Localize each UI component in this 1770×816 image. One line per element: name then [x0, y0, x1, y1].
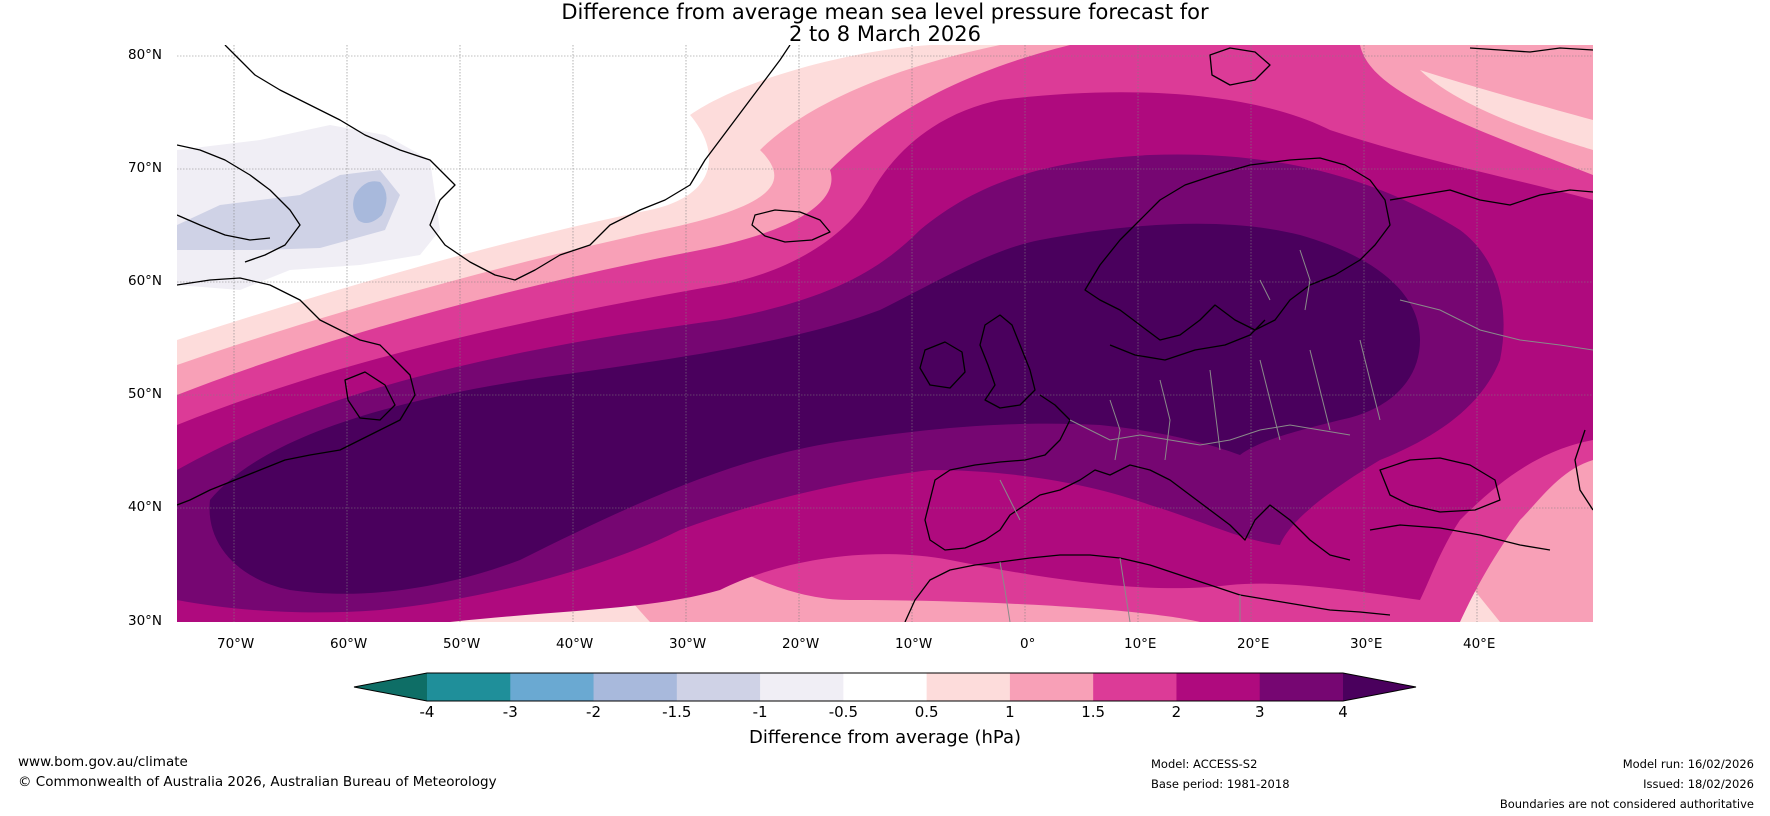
colorbar-bin: [843, 673, 928, 701]
map-title-line1: Difference from average mean sea level p…: [561, 0, 1209, 24]
lon-label-10e: 10°E: [1124, 636, 1157, 652]
colorbar-bin: [1009, 673, 1094, 701]
border-lines-africa: [999, 557, 1241, 622]
coastline-black-sea: [1379, 457, 1501, 513]
coastline-greenland: [224, 45, 791, 281]
lon-label-20e: 20°E: [1237, 636, 1270, 652]
coastline-newfoundland: [344, 371, 396, 421]
lat-label-40n: 40°N: [128, 499, 163, 515]
coastline-canadian-arctic: [177, 144, 301, 263]
colorbar-tick-label: -4: [419, 703, 435, 721]
colorbar: [353, 672, 1417, 702]
lon-label-30w: 30°W: [669, 636, 707, 652]
lon-label-50w: 50°W: [443, 636, 481, 652]
lat-label-60n: 60°N: [128, 273, 163, 289]
colorbar-bin: [676, 673, 761, 701]
coastline-ireland: [919, 341, 966, 389]
colorbar-tick-label: 4: [1338, 703, 1348, 721]
colorbar-tick-label: -3: [502, 703, 518, 721]
coastline-europe-west: [924, 394, 1351, 561]
colorbar-tick-label: 1.5: [1081, 703, 1106, 721]
lon-label-40e: 40°E: [1463, 636, 1496, 652]
coastline-baffin: [177, 214, 271, 241]
colorbar-tick-label: 2: [1171, 703, 1182, 721]
colorbar-tick-label: 0.5: [914, 703, 939, 721]
map-title-line2: 2 to 8 March 2026: [789, 22, 981, 46]
coastline-russia-arctic: [1389, 189, 1593, 206]
colorbar-bin: [926, 673, 1011, 701]
lon-label-60w: 60°W: [330, 636, 368, 652]
colorbar-bin: [1176, 673, 1261, 701]
colorbar-bin: [1259, 673, 1344, 701]
lon-label-10w: 10°W: [895, 636, 933, 652]
pressure-anomaly-shading: [177, 45, 1593, 622]
footer-model-run: Model run: 16/02/2026: [1622, 757, 1754, 771]
colorbar-bin: [510, 673, 595, 701]
footer-issued: Issued: 18/02/2026: [1643, 777, 1754, 791]
coastline-iceland: [751, 209, 831, 243]
colorbar-tick-label: -1.5: [662, 703, 692, 721]
colorbar-tick-label: -0.5: [828, 703, 858, 721]
colorbar-title: Difference from average (hPa): [748, 727, 1022, 748]
lat-label-50n: 50°N: [128, 386, 163, 402]
colorbar-bin: [593, 673, 678, 701]
coastline-franz-josef: [1469, 47, 1593, 53]
colorbar-tick-label: -2: [586, 703, 602, 721]
coastline-labrador: [177, 277, 416, 506]
coastline-great-britain: [979, 314, 1036, 409]
colorbar-bin: [427, 673, 511, 701]
colorbar-tick-label: 3: [1254, 703, 1265, 721]
coastline-baltic: [1109, 319, 1266, 361]
coastline-svalbard: [1209, 47, 1271, 86]
coastline-caspian: [1574, 429, 1593, 511]
colorbar-outline: [353, 672, 1417, 702]
colorbar-tick-label: 1: [1005, 703, 1015, 721]
footer-copyright: © Commonwealth of Australia 2026, Austra…: [18, 774, 497, 790]
footer-disclaimer: Boundaries are not considered authoritat…: [1499, 797, 1754, 811]
footer-base-period: Base period: 1981-2018: [1151, 777, 1290, 791]
colorbar-tick-label: -1: [752, 703, 768, 721]
colorbar-bin: [760, 673, 844, 701]
lat-label-80n: 80°N: [128, 47, 163, 63]
colorbar-extend-above: [1343, 673, 1416, 701]
lon-label-20w: 20°W: [782, 636, 820, 652]
lat-label-70n: 70°N: [128, 160, 163, 176]
colorbar-extend-below: [354, 673, 427, 701]
anomaly-region-4: [209, 223, 1421, 594]
lon-label-0: 0°: [1020, 636, 1036, 652]
lon-label-30e: 30°E: [1350, 636, 1383, 652]
lat-label-30n: 30°N: [128, 613, 163, 629]
colorbar-bin: [1093, 673, 1177, 701]
coastline-scandinavia: [1084, 157, 1391, 341]
footer-website: www.bom.gov.au/climate: [18, 754, 188, 770]
lon-label-70w: 70°W: [217, 636, 255, 652]
border-lines-europe: [999, 249, 1593, 521]
anomaly-region-neg-1: [177, 170, 400, 250]
footer-model: Model: ACCESS-S2: [1151, 757, 1258, 771]
country-borders: [999, 249, 1593, 622]
anomaly-region-neg-1-5: [353, 181, 387, 224]
lon-label-40w: 40°W: [556, 636, 594, 652]
coastline-turkey: [1369, 524, 1551, 551]
